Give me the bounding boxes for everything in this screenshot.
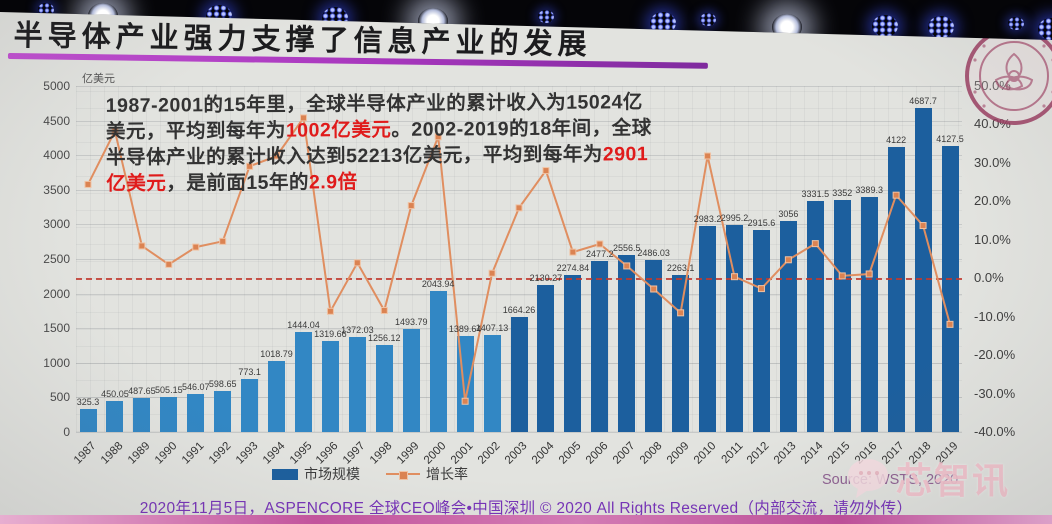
bar-value-label: 3389.3 bbox=[855, 185, 883, 196]
left-axis-unit-label: 亿美元 bbox=[82, 73, 115, 85]
left-axis-tick: 500 bbox=[49, 390, 70, 405]
zero-growth-dashed-line bbox=[76, 278, 962, 281]
bar-value-label: 4127.5 bbox=[936, 134, 964, 145]
bar-value-label: 2130.27 bbox=[529, 272, 563, 283]
stage-light-icon bbox=[872, 15, 898, 38]
footer-copyright-text: 2020年11月5日，ASPENCORE 全球CEO峰会•中国深圳 © 2020… bbox=[139, 500, 913, 517]
bar-1996 bbox=[321, 340, 339, 432]
bar-value-label: 1256.12 bbox=[368, 333, 401, 344]
stage-light-icon bbox=[538, 10, 554, 24]
gridline bbox=[76, 293, 962, 295]
bar-value-label: 4122 bbox=[886, 134, 907, 145]
bar-2000 bbox=[429, 290, 447, 432]
bar-value-label: 2915.6 bbox=[747, 218, 776, 229]
bar-1991 bbox=[187, 394, 205, 432]
legend-label-market-size: 市场规模 bbox=[304, 466, 360, 482]
bar-value-label: 3056 bbox=[778, 208, 799, 219]
legend-item-market-size: 市场规模 bbox=[272, 464, 360, 484]
bar-1989 bbox=[133, 398, 151, 432]
left-axis-tick: 2000 bbox=[43, 286, 70, 301]
bar-value-label: 773.1 bbox=[238, 366, 261, 377]
bar-1998 bbox=[375, 345, 393, 432]
gridline bbox=[76, 432, 962, 433]
left-axis-tick: 3000 bbox=[43, 217, 70, 232]
bar-2012 bbox=[752, 230, 770, 432]
gridline bbox=[76, 86, 962, 87]
stage-light-icon bbox=[772, 13, 802, 40]
bar-2009 bbox=[672, 275, 690, 432]
chat-bubble-icon bbox=[848, 459, 888, 498]
left-axis-tick: 5000 bbox=[43, 79, 70, 93]
gridline bbox=[76, 224, 962, 226]
left-axis-tick: 3500 bbox=[43, 182, 70, 197]
bar-2007 bbox=[618, 255, 636, 432]
bar-1992 bbox=[214, 390, 232, 432]
left-axis-tick: 1500 bbox=[43, 321, 70, 336]
bar-1990 bbox=[160, 397, 178, 432]
bar-2013 bbox=[779, 220, 797, 432]
legend-label-growth-rate: 增长率 bbox=[426, 466, 468, 482]
bar-2016 bbox=[860, 197, 878, 432]
stage-light-icon bbox=[1008, 17, 1024, 31]
line-series-swatch bbox=[386, 471, 420, 480]
legend-item-growth-rate: 增长率 bbox=[386, 464, 468, 484]
stage-light-icon bbox=[1038, 17, 1052, 40]
right-axis-tick: 30.0% bbox=[974, 154, 1011, 170]
bar-value-label: 2486.03 bbox=[637, 247, 670, 258]
annotation-text: 1987-2001的15年里，全球半导体产业的累计收入为15024亿美元，平均到… bbox=[106, 90, 659, 198]
bar-2008 bbox=[645, 259, 663, 432]
bar-value-label: 1664.26 bbox=[502, 304, 536, 315]
stage-light-icon bbox=[38, 2, 54, 16]
bar-1987 bbox=[79, 409, 97, 432]
bar-1997 bbox=[348, 337, 366, 432]
right-axis-tick: -20.0% bbox=[974, 347, 1016, 363]
left-axis-tick: 4000 bbox=[43, 148, 70, 163]
bar-2002 bbox=[483, 334, 501, 432]
watermark-text: 芯智讯 bbox=[896, 460, 1011, 501]
bar-value-label: 1407.13 bbox=[475, 322, 509, 333]
bar-1988 bbox=[106, 400, 124, 432]
bar-value-label: 2263.1 bbox=[666, 263, 695, 274]
bar-2014 bbox=[806, 201, 824, 432]
right-axis-tick: 0.0% bbox=[974, 270, 1004, 286]
bar-value-label: 2043.94 bbox=[421, 278, 455, 289]
left-axis-tick: 4500 bbox=[43, 113, 70, 128]
stage-light-icon bbox=[700, 12, 716, 26]
chart-legend: 市场规模 增长率 bbox=[0, 464, 740, 484]
bar-2006 bbox=[591, 260, 609, 432]
bar-2018 bbox=[914, 107, 932, 432]
bar-2003 bbox=[510, 316, 528, 432]
annotation-segment: ，是前面15年的 bbox=[166, 171, 310, 195]
bar-value-label: 1493.79 bbox=[394, 316, 428, 327]
bar-2005 bbox=[564, 274, 582, 432]
bar-value-label: 2274.84 bbox=[556, 262, 590, 273]
stage-light-icon bbox=[650, 11, 676, 34]
left-axis-tick: 0 bbox=[63, 425, 70, 439]
bar-2015 bbox=[833, 200, 851, 432]
bar-2001 bbox=[456, 335, 474, 432]
bar-2019 bbox=[941, 146, 959, 432]
annotation-highlight: 1002亿美元 bbox=[285, 118, 392, 142]
bar-value-label: 1018.79 bbox=[260, 349, 293, 360]
right-axis-tick: 20.0% bbox=[974, 193, 1011, 209]
bar-series-swatch bbox=[272, 468, 298, 480]
bottom-pink-strip bbox=[0, 515, 1052, 524]
gridline bbox=[76, 259, 962, 260]
bar-value-label: 598.65 bbox=[208, 378, 237, 389]
bar-1999 bbox=[402, 328, 420, 432]
stage-light-icon bbox=[928, 16, 954, 39]
right-axis-tick: -40.0% bbox=[974, 424, 1016, 439]
bar-1995 bbox=[295, 332, 312, 432]
bar-value-label: 4687.7 bbox=[909, 95, 937, 106]
right-axis-tick: 10.0% bbox=[974, 231, 1011, 247]
bar-value-label: 325.3 bbox=[76, 397, 100, 408]
annotation-highlight: 2.9倍 bbox=[308, 170, 358, 194]
bar-2011 bbox=[726, 224, 743, 432]
right-axis-tick: -30.0% bbox=[974, 385, 1016, 401]
left-axis-tick: 1000 bbox=[43, 355, 70, 370]
right-axis-tick: -10.0% bbox=[974, 308, 1016, 324]
bar-2010 bbox=[699, 225, 717, 432]
left-axis-tick: 2500 bbox=[43, 252, 70, 266]
xinzhixun-watermark: 芯智讯 bbox=[846, 452, 1010, 504]
